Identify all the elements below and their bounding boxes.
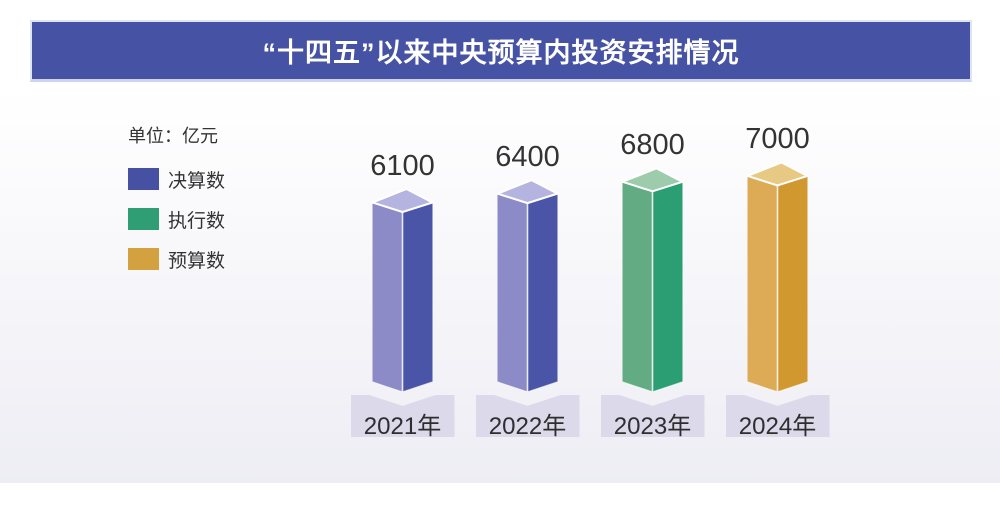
bar-value-label: 7000 bbox=[745, 123, 810, 156]
legend-swatch bbox=[128, 168, 159, 190]
title-banner: “十四五”以来中央预算内投资安排情况 bbox=[30, 20, 972, 82]
legend-label: 决算数 bbox=[168, 170, 226, 192]
legend-item: 决算数 bbox=[128, 168, 226, 192]
page-title: “十四五”以来中央预算内投资安排情况 bbox=[262, 38, 740, 68]
year-label: 2022年 bbox=[488, 413, 567, 440]
bar-column-2024年 bbox=[746, 161, 809, 393]
year-label: 2024年 bbox=[738, 413, 817, 440]
year-label: 2021年 bbox=[363, 413, 442, 440]
bar-value-label: 6100 bbox=[370, 149, 435, 182]
x-axis-label-plate: 2022年 bbox=[475, 395, 580, 440]
legend-item: 预算数 bbox=[128, 248, 226, 272]
legend-label: 执行数 bbox=[168, 210, 226, 232]
year-label: 2023年 bbox=[613, 413, 692, 440]
legend-swatch bbox=[128, 208, 159, 230]
bar-column-2023年 bbox=[621, 167, 684, 393]
legend-item: 执行数 bbox=[128, 208, 226, 232]
bar-column-2021年 bbox=[371, 187, 434, 393]
unit-label: 单位：亿元 bbox=[128, 126, 218, 146]
legend: 决算数 执行数 预算数 bbox=[128, 168, 225, 288]
bar-column-2022年 bbox=[496, 179, 559, 393]
bar-value-label: 6800 bbox=[620, 129, 685, 162]
legend-swatch bbox=[128, 248, 159, 270]
legend-label: 预算数 bbox=[168, 250, 226, 272]
bar-value-label: 6400 bbox=[495, 141, 560, 174]
